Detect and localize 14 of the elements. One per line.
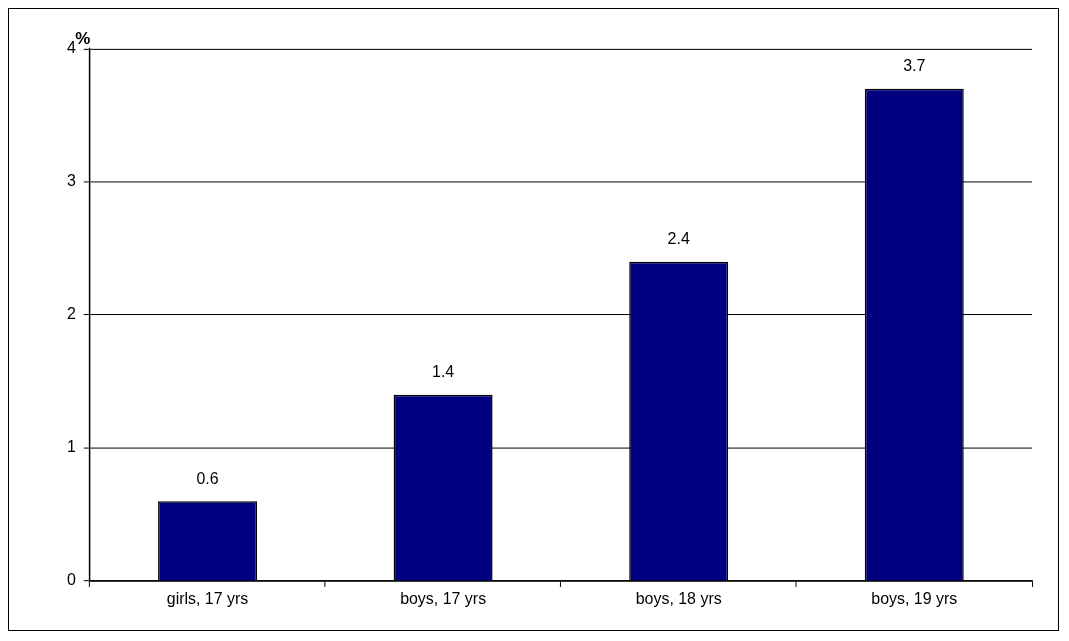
data-label: 2.4 (667, 230, 690, 248)
y-tick-label: 2 (66, 305, 76, 323)
data-label: 1.4 (432, 363, 455, 381)
y-tick-label: 3 (66, 172, 76, 190)
x-tick-label: boys, 17 yrs (400, 589, 487, 607)
y-tick-label: 0 (66, 571, 76, 589)
data-label: 0.6 (196, 469, 219, 487)
y-axis-title: % (75, 29, 91, 49)
y-tick-label: 4 (66, 39, 76, 57)
x-tick-label: girls, 17 yrs (166, 589, 249, 607)
x-tick-label: boys, 19 yrs (871, 589, 958, 607)
data-label: 3.7 (903, 57, 926, 75)
x-tick-label: boys, 18 yrs (635, 589, 722, 607)
y-tick-label: 1 (66, 438, 76, 456)
